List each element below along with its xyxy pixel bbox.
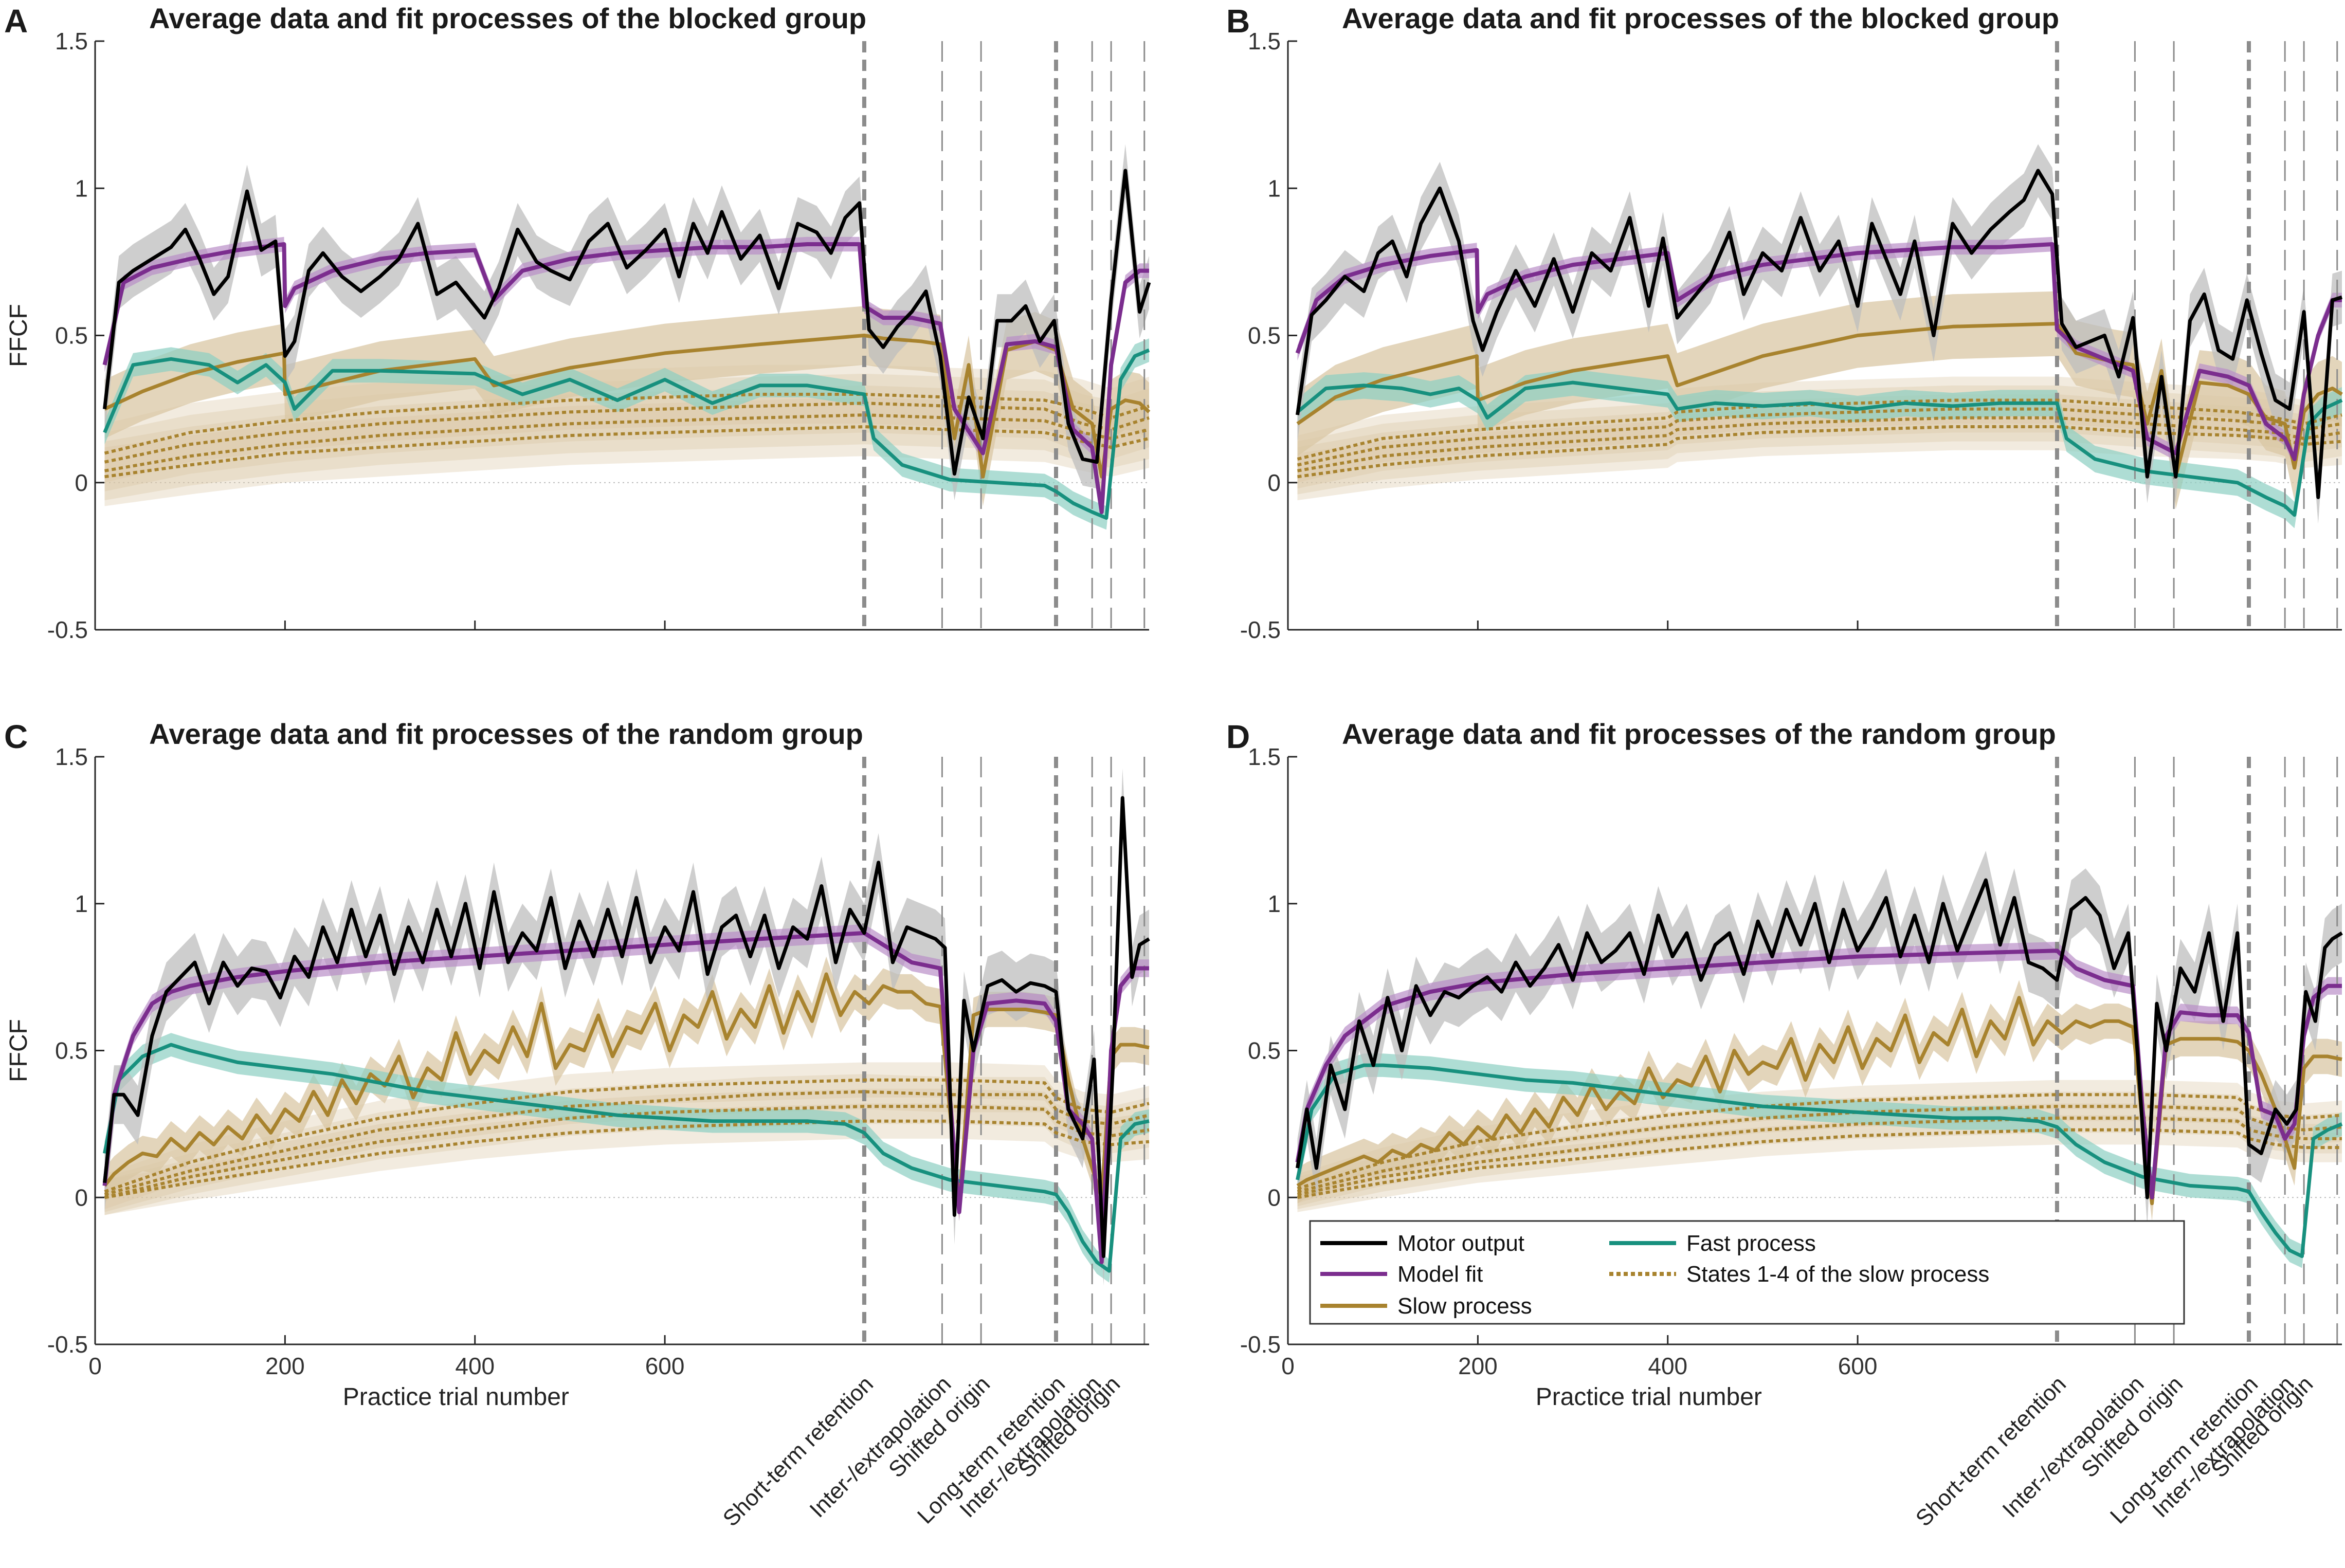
x-tick-label: 0 — [1281, 1353, 1295, 1379]
panel-letter: B — [1226, 3, 1250, 40]
x-tick-label: 600 — [1838, 1353, 1878, 1379]
y-tick-label: 1 — [75, 890, 88, 917]
legend-label-fast: Fast process — [1686, 1231, 1816, 1256]
y-tick-label: 0.5 — [1248, 1037, 1281, 1064]
x-tick-label: 200 — [265, 1353, 305, 1379]
y-tick-label: 1.5 — [1248, 28, 1281, 54]
fast-line — [1296, 380, 2343, 517]
y-tick-label: 1 — [1267, 175, 1281, 202]
x-tick-label: 0 — [88, 1353, 102, 1379]
panel-letter: D — [1226, 718, 1250, 755]
slow-line — [1296, 322, 2343, 479]
phase-label: Short-term retention — [1911, 1371, 2071, 1531]
y-tick-label: 0 — [75, 469, 88, 496]
states-line-3 — [1297, 416, 2342, 472]
panel-d: D Average data and fit processes of the r… — [1226, 718, 2343, 1531]
x-axis-label: Practice trial number — [1536, 1383, 1762, 1411]
states-band-1 — [104, 1062, 1149, 1210]
states-band-4 — [104, 397, 1149, 506]
panel-b: B Average data and fit processes of the b… — [1226, 2, 2343, 643]
y-tick-label: 0 — [1267, 1184, 1281, 1211]
states-line-1 — [1297, 398, 2342, 461]
y-tick-label: 1.5 — [1248, 743, 1281, 770]
y-tick-label: 1 — [1267, 890, 1281, 917]
fast-band — [1297, 369, 2342, 528]
panel-a: A Average data and fit processes of the b… — [4, 2, 1151, 643]
states-band-3 — [104, 385, 1149, 501]
panel-title: Average data and fit processes of the bl… — [1342, 2, 2059, 34]
y-tick-label: 0.5 — [1248, 322, 1281, 349]
legend-label-motor: Motor output — [1397, 1231, 1524, 1256]
y-tick-label: -0.5 — [47, 1331, 88, 1358]
x-tick-label: 200 — [1458, 1353, 1498, 1379]
x-tick-label: 600 — [645, 1353, 685, 1379]
y-tick-label: 1.5 — [55, 28, 88, 54]
slow-band — [104, 956, 1149, 1221]
x-tick-label: 400 — [1648, 1353, 1687, 1379]
slow-line — [1296, 996, 2342, 1206]
panel-title: Average data and fit processes of the ra… — [1342, 718, 2056, 750]
panel-c: C Average data and fit processes of the r… — [4, 718, 1150, 1531]
y-tick-label: 1.5 — [55, 743, 88, 770]
legend-box — [1309, 1220, 2185, 1325]
fast-band — [104, 338, 1149, 530]
panel-letter: C — [4, 718, 28, 755]
slow-line — [104, 334, 1151, 479]
panel-letter: A — [4, 3, 28, 40]
legend-label-model: Model fit — [1397, 1262, 1483, 1287]
states-band-2 — [1297, 1091, 2342, 1207]
fast-line — [103, 1043, 1150, 1273]
y-axis-label: FFCF — [5, 304, 32, 367]
y-tick-label: 0 — [75, 1184, 88, 1211]
states-line-2 — [1297, 1105, 2342, 1193]
y-tick-label: -0.5 — [1240, 1331, 1281, 1358]
states-line-4 — [1297, 425, 2342, 479]
states-line-3 — [104, 413, 1150, 472]
panel-title: Average data and fit processes of the ra… — [149, 718, 863, 750]
fast-line — [103, 348, 1150, 520]
y-tick-label: -0.5 — [1240, 616, 1281, 643]
model-line — [1295, 242, 2342, 461]
legend-label-states: States 1-4 of the slow process — [1686, 1262, 1989, 1287]
legend-label-slow: Slow process — [1397, 1293, 1532, 1319]
y-tick-label: -0.5 — [47, 616, 88, 643]
x-tick-label: 400 — [455, 1353, 495, 1379]
states-line-3 — [104, 1105, 1150, 1199]
model-line — [102, 242, 1149, 514]
legend: Motor output Model fit Slow process Fast pr… — [1309, 1220, 2185, 1325]
y-tick-label: 0.5 — [55, 322, 88, 349]
y-tick-label: 0.5 — [55, 1037, 88, 1064]
states-line-2 — [1297, 407, 2342, 467]
slow-band — [1297, 980, 2342, 1221]
motor-line — [1296, 169, 2343, 499]
panel-title: Average data and fit processes of the bl… — [149, 2, 866, 34]
states-band-4 — [104, 1103, 1149, 1215]
motor-line — [103, 796, 1150, 1259]
y-tick-label: 0 — [1267, 469, 1281, 496]
fast-band — [104, 1033, 1149, 1283]
y-axis-label: FFCF — [5, 1019, 32, 1082]
phase-label: Short-term retention — [718, 1371, 878, 1531]
motor-line — [1296, 878, 2343, 1199]
states-band-2 — [104, 1074, 1149, 1212]
states-line-4 — [1297, 1128, 2342, 1199]
model-line — [102, 931, 1149, 1264]
y-tick-label: 1 — [75, 175, 88, 202]
x-axis-label: Practice trial number — [343, 1383, 569, 1411]
motor-line — [103, 169, 1151, 476]
fast-line — [1296, 1063, 2343, 1259]
